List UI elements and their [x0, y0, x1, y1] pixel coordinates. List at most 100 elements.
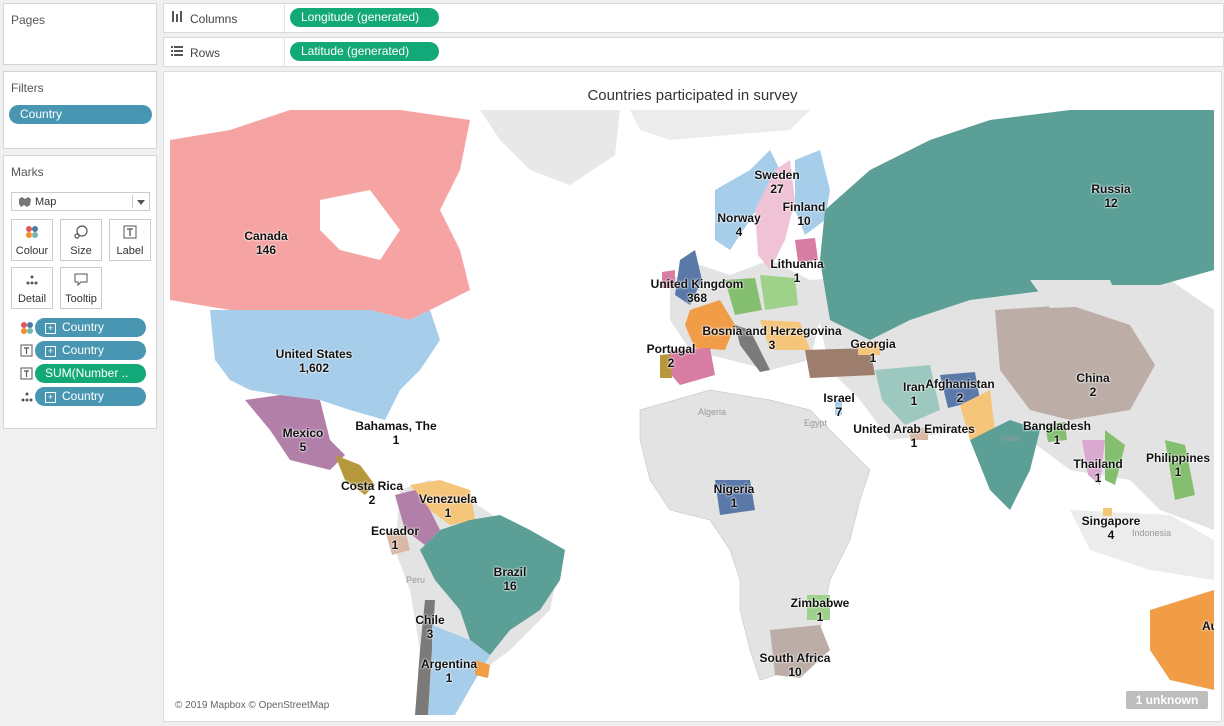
ireland-shape [662, 270, 675, 288]
hudson-bay [320, 190, 400, 260]
size-label: Size [70, 245, 92, 257]
colour-icon [12, 220, 52, 242]
label-button[interactable]: Label [109, 219, 151, 261]
columns-icon [171, 11, 183, 25]
australia-shape [1150, 590, 1214, 690]
norway-shape [715, 150, 780, 250]
map-canvas[interactable]: Algeria Egypt India Indonesia Peru Canad… [170, 110, 1214, 715]
pages-title: Pages [11, 13, 46, 27]
columns-label: Columns [190, 12, 238, 26]
poland-shape [760, 275, 798, 310]
label-field-sum-pill[interactable]: SUM(Number .. [35, 364, 146, 383]
colombia-shape [395, 490, 440, 545]
pages-card: Pages [3, 3, 157, 65]
zimbabwe-shape [807, 595, 830, 620]
mark-type-dropdown[interactable]: Map [11, 192, 150, 211]
tooltip-button[interactable]: Tooltip [60, 267, 102, 309]
filter-country-pill[interactable]: Country [9, 105, 152, 124]
marks-title: Marks [11, 165, 44, 179]
spain-shape [667, 348, 715, 385]
expand-icon: + [45, 323, 56, 334]
tooltip-icon [61, 268, 101, 290]
brazil-shape [420, 515, 565, 655]
detail-button[interactable]: Detail [11, 267, 53, 309]
nigeria-shape [715, 480, 755, 515]
filters-title: Filters [11, 81, 44, 95]
argentina-shape [428, 625, 490, 715]
chevron-down-icon [137, 200, 145, 205]
colour-field-label: Country [62, 320, 105, 334]
shelf-divider [284, 38, 285, 66]
ecuador-shape [385, 530, 410, 555]
detail-field-icon [20, 390, 34, 404]
uae-shape [910, 428, 928, 440]
india-shape [970, 420, 1040, 510]
iran-shape [875, 365, 940, 425]
balkans-shape [760, 320, 810, 350]
marks-card: Marks Map Colour Size Label Detail [3, 155, 157, 429]
israel-shape [835, 400, 842, 415]
uruguay-shape [475, 660, 490, 678]
colour-field-country-pill[interactable]: + Country [35, 318, 146, 337]
portugal-shape [660, 354, 672, 378]
singapore-shape [1103, 508, 1112, 516]
size-button[interactable]: Size [60, 219, 102, 261]
columns-shelf[interactable]: Columns Longitude (generated) [163, 3, 1224, 33]
label-field-icon [20, 367, 34, 381]
us-shape [210, 310, 440, 420]
expand-icon: + [45, 346, 56, 357]
indonesia-land [1070, 510, 1214, 580]
italy-shape [735, 325, 770, 372]
chile-shape [415, 600, 435, 715]
africa-land [639, 389, 871, 681]
thailand-shape [1082, 440, 1105, 485]
tooltip-label: Tooltip [65, 293, 97, 305]
label-field-icon [20, 344, 34, 358]
unknown-badge[interactable]: 1 unknown [1126, 691, 1208, 709]
map-icon [19, 197, 31, 207]
uk-shape [675, 250, 702, 305]
detail-field-country-pill[interactable]: + Country [35, 387, 146, 406]
viz-title: Countries participated in survey [587, 87, 798, 104]
expand-icon: + [45, 392, 56, 403]
text-label-icon [110, 220, 150, 242]
baltic-shape [795, 238, 818, 262]
pakistan-shape [960, 390, 995, 440]
dropdown-sep [132, 195, 133, 208]
china-shape [995, 305, 1155, 420]
rows-label: Rows [190, 46, 221, 60]
label-field-label: Country [62, 343, 105, 357]
vietnam-shape [1105, 430, 1125, 485]
venezuela-shape [410, 480, 475, 525]
world-map[interactable] [170, 110, 1214, 715]
turkey-shape [805, 348, 875, 378]
colour-label: Colour [15, 245, 49, 257]
longitude-pill[interactable]: Longitude (generated) [290, 8, 439, 27]
filters-card: Filters Country [3, 71, 157, 149]
detail-field-label: Country [62, 389, 105, 403]
colour-field-icon [20, 321, 34, 335]
georgia-shape [858, 342, 880, 355]
map-attribution[interactable]: © 2019 Mapbox © OpenStreetMap [175, 700, 330, 711]
mark-type-label: Map [35, 196, 57, 208]
colour-button[interactable]: Colour [11, 219, 53, 261]
latitude-pill[interactable]: Latitude (generated) [290, 42, 439, 61]
southafrica-shape [770, 625, 830, 678]
afghanistan-shape [940, 372, 980, 408]
mexico-shape [245, 395, 345, 470]
france-shape [685, 300, 735, 350]
label-field-country-pill[interactable]: + Country [35, 341, 146, 360]
label-label: Label [116, 245, 144, 257]
germany-shape [725, 278, 762, 315]
mongolia-shape [1030, 280, 1120, 308]
detail-label: Detail [17, 293, 47, 305]
bangladesh-shape [1045, 422, 1067, 442]
central-america [335, 455, 375, 495]
rows-shelf[interactable]: Rows Latitude (generated) [163, 37, 1224, 67]
sweden-shape [755, 160, 795, 270]
shelf-divider [284, 4, 285, 32]
size-icon [61, 220, 101, 242]
detail-icon [12, 268, 52, 290]
arctic-islands [630, 110, 810, 140]
russia-shape [820, 110, 1214, 340]
